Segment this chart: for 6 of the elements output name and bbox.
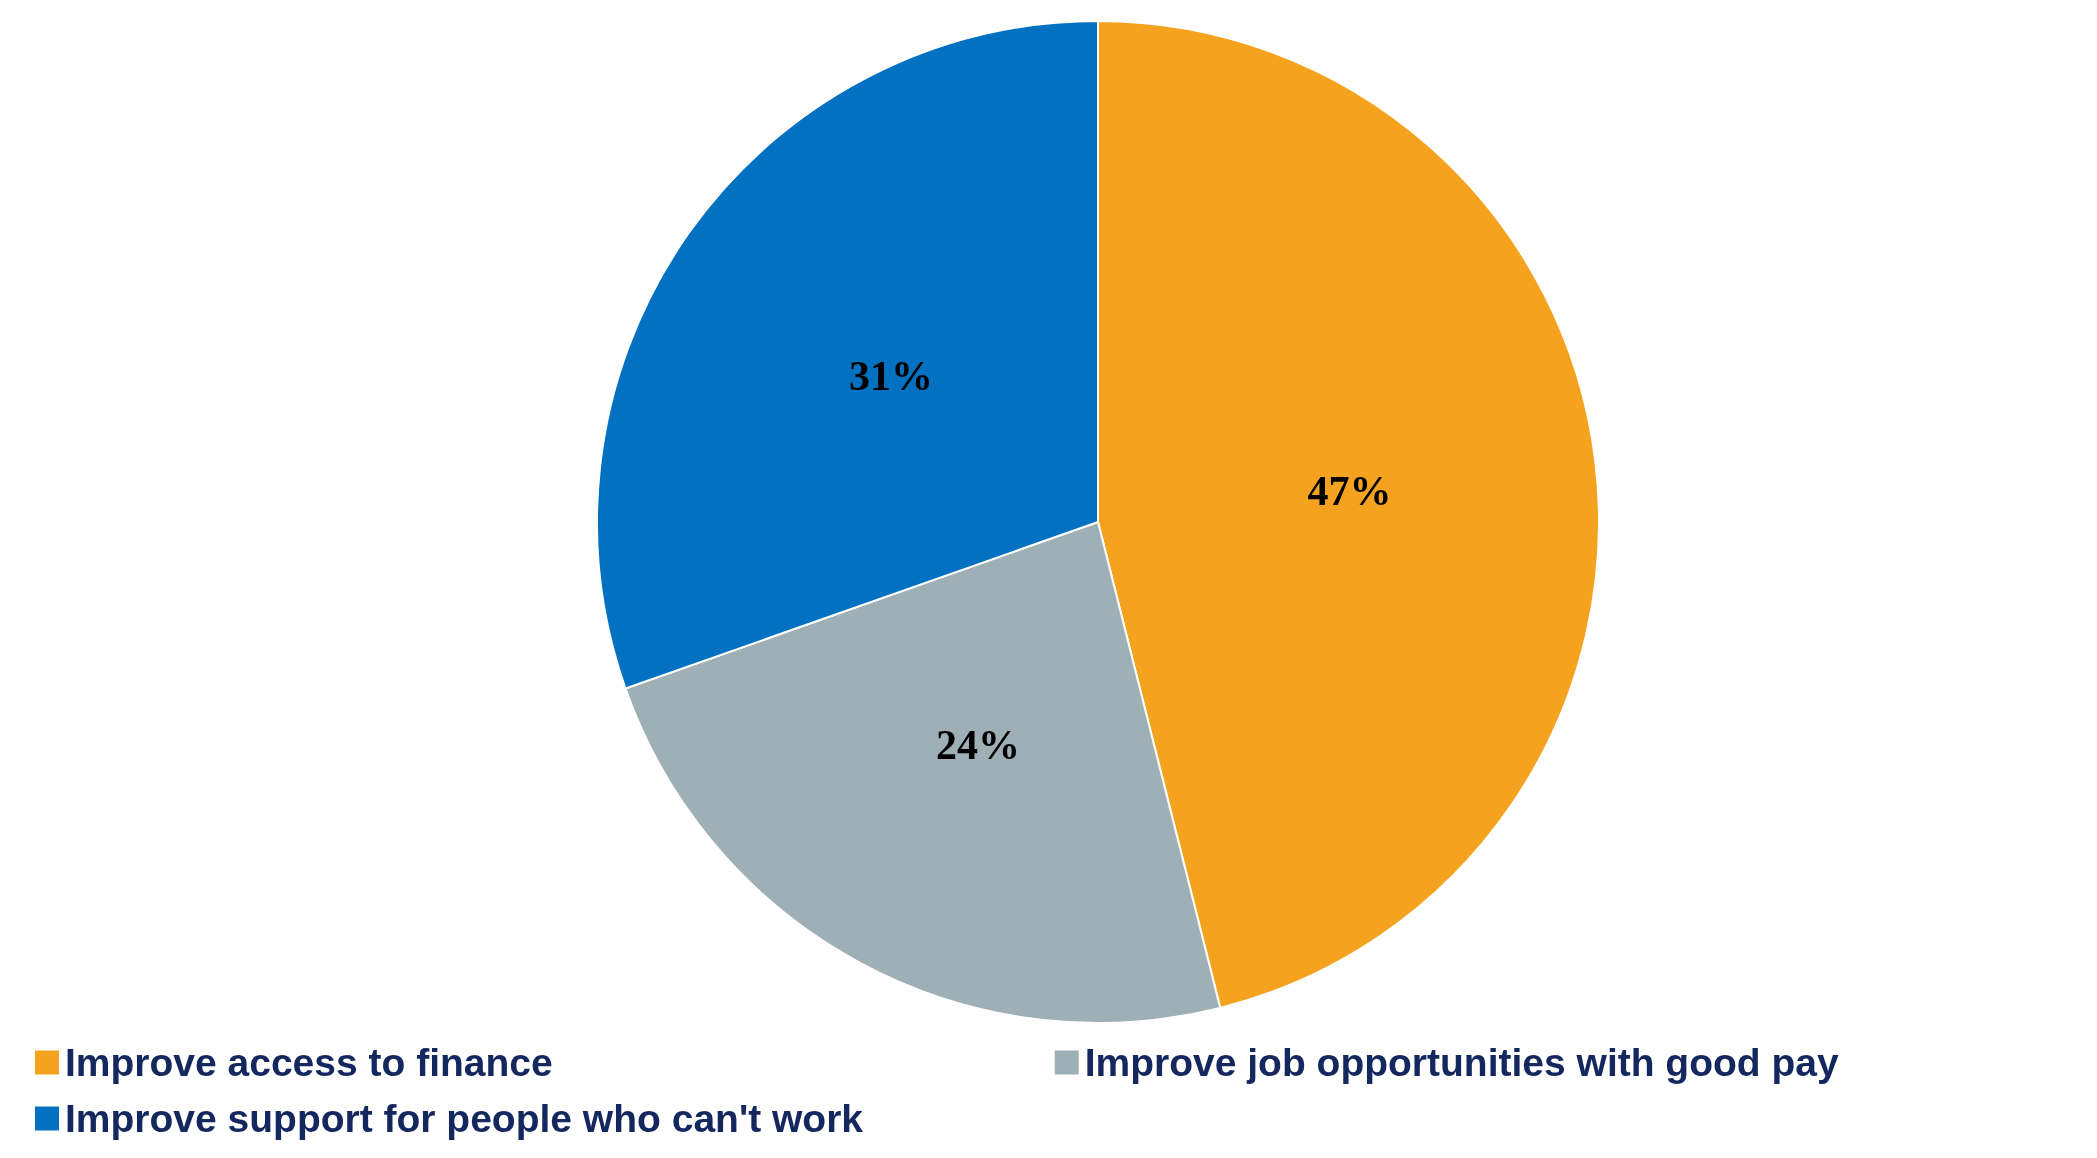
legend-label: Improve job opportunities with good pay <box>1084 1041 1840 1084</box>
data-label: 24% <box>936 722 1021 769</box>
legend-label: Improve support for people who can't work <box>65 1097 864 1140</box>
data-label: 31% <box>849 352 934 399</box>
legend-label: Improve access to finance <box>65 1041 553 1084</box>
data-label: 47% <box>1307 467 1392 514</box>
